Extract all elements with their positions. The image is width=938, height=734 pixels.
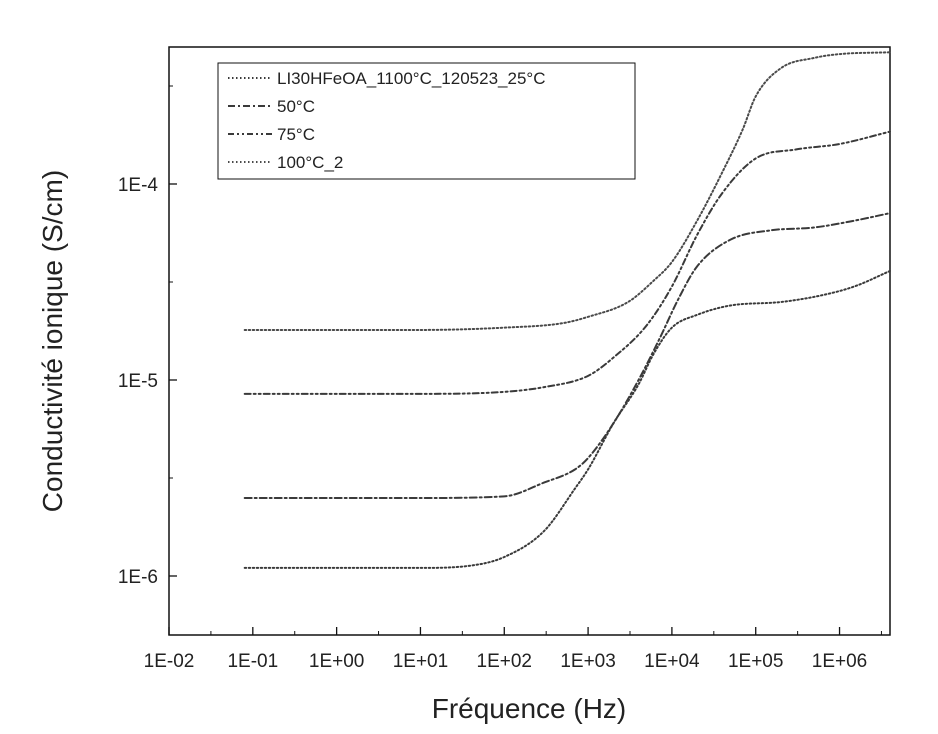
legend: LI30HFeOA_1100°C_120523_25°C 50°C 75°C 100°… <box>218 63 635 179</box>
x-tick-label: 1E+05 <box>728 651 783 672</box>
x-tick-label: 1E+01 <box>393 651 448 672</box>
x-tick-label: 1E+04 <box>644 651 700 672</box>
x-tick-label: 1E-01 <box>227 651 278 672</box>
y-axis: 1E-6 1E-5 1E-4 <box>118 86 177 588</box>
x-tick-label: 1E+02 <box>477 651 532 672</box>
series-line <box>245 213 890 498</box>
series-line <box>245 271 890 568</box>
y-tick-label: 1E-4 <box>118 175 159 196</box>
legend-label: 50°C <box>277 97 315 116</box>
x-tick-label: 1E+00 <box>309 651 364 672</box>
x-axis: 1E-02 1E-01 1E+00 1E+01 1E+02 1E+03 1E+04 1E+05… <box>144 627 882 672</box>
y-tick-label: 1E-6 <box>118 567 158 588</box>
x-tick-label: 1E-02 <box>144 651 195 672</box>
y-axis-title: Conductivité ionique (S/cm) <box>37 170 68 512</box>
x-tick-label: 1E+06 <box>812 651 867 672</box>
x-axis-title: Fréquence (Hz) <box>432 693 627 724</box>
x-tick-label: 1E+03 <box>560 651 615 672</box>
y-tick-label: 1E-5 <box>118 371 158 392</box>
legend-label: 100°C_2 <box>277 153 343 172</box>
legend-label: LI30HFeOA_1100°C_120523_25°C <box>277 69 545 88</box>
legend-label: 75°C <box>277 125 315 144</box>
